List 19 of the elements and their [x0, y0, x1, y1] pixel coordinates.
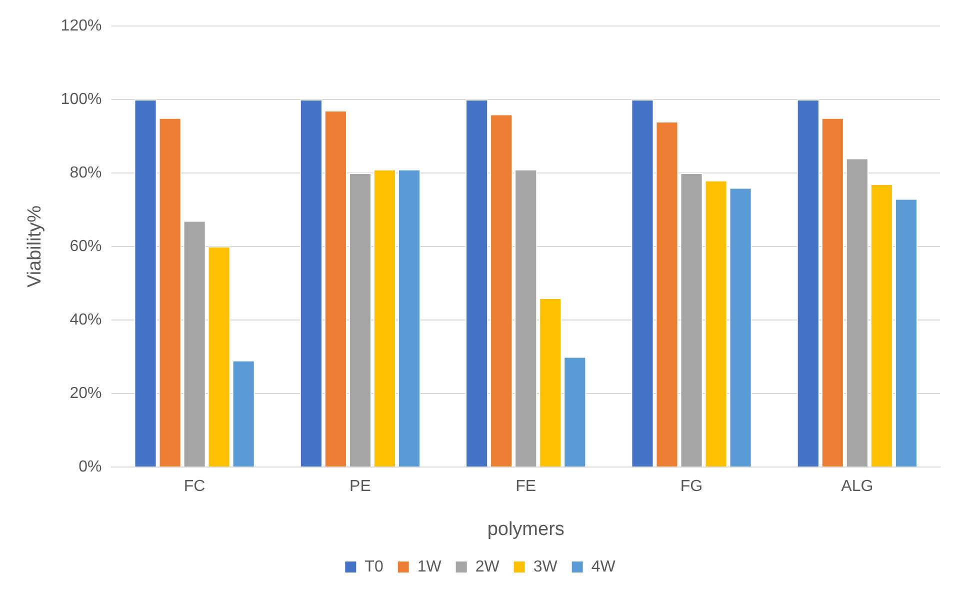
x-tick-label: PE [350, 478, 371, 496]
legend-label: 3W [533, 558, 558, 576]
y-tick-label: 80% [70, 164, 102, 182]
y-tick-label: 40% [70, 311, 102, 328]
x-tick-label: ALG [841, 478, 874, 496]
legend-label: 2W [475, 558, 500, 576]
y-tick-label: 20% [70, 384, 102, 402]
x-tick-label: FG [680, 478, 703, 496]
x-tick-label: FC [184, 478, 206, 496]
y-tick-label: 0% [78, 458, 102, 476]
y-tick-label: 120% [60, 17, 102, 34]
legend-label: 4W [591, 558, 616, 576]
y-axis-title: Viability% [24, 205, 46, 288]
y-tick-label: 60% [70, 238, 102, 255]
x-axis-title: polymers [487, 518, 564, 540]
x-tick-label: FE [516, 478, 536, 496]
y-tick-label: 100% [60, 90, 102, 108]
legend-label: 1W [417, 558, 442, 576]
legend-label: T0 [364, 558, 384, 576]
